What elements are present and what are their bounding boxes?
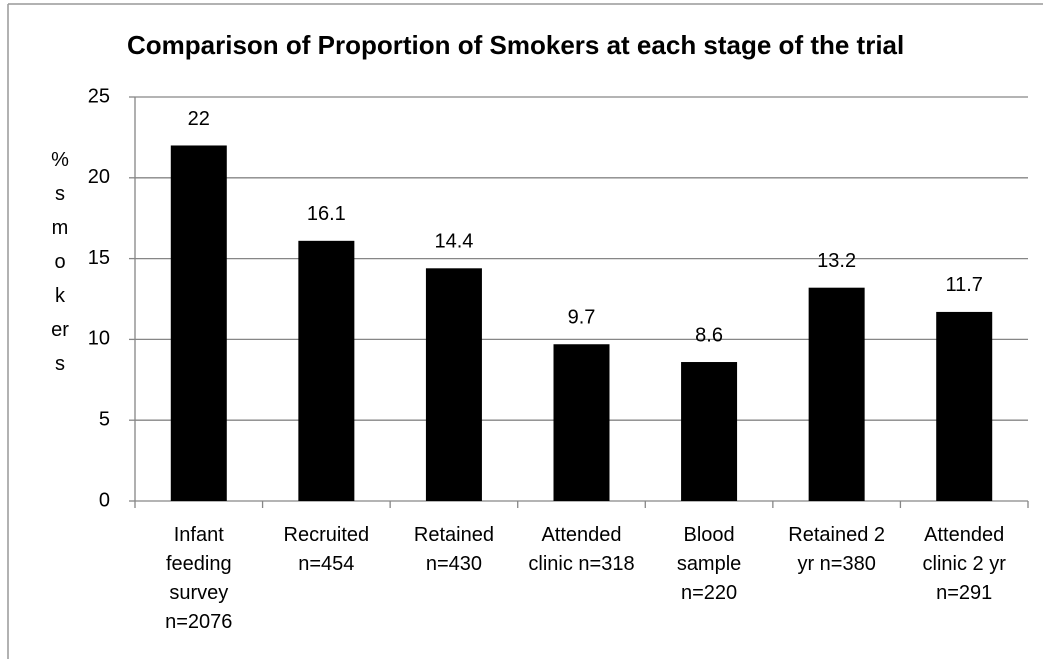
y-axis-label: % smokers: [51, 149, 75, 375]
x-tick-label: Blood sample n=220: [676, 524, 742, 604]
y-tick-label: 5: [99, 408, 110, 430]
x-tick-label: Retained n=430: [413, 524, 494, 575]
bar: [170, 145, 227, 502]
y-tick-label: 10: [88, 328, 110, 350]
y-tick-label: 0: [99, 489, 110, 511]
x-tick-label: Retained 2 yr n=380: [788, 524, 886, 575]
data-label: 14.4: [434, 231, 473, 253]
data-label: 9.7: [568, 307, 596, 329]
chart-title: Comparison of Proportion of Smokers at e…: [127, 30, 905, 60]
data-label: 8.6: [695, 324, 723, 346]
data-label: 13.2: [817, 250, 856, 272]
bar: [681, 362, 738, 501]
y-tick-label: 25: [88, 85, 110, 107]
x-tick-label: Infant feeding survey n=2076: [165, 524, 233, 633]
data-label: 11.7: [945, 274, 982, 296]
y-tick-label: 15: [88, 247, 110, 269]
data-label: 16.1: [307, 203, 346, 225]
bar: [298, 240, 355, 501]
bar: [553, 344, 610, 501]
bar: [936, 311, 993, 501]
x-tick-label: Attended clinic 2 yr n=291: [922, 524, 1006, 604]
x-tick-label: Attended clinic n=318: [528, 524, 635, 575]
y-tick-label: 20: [88, 166, 110, 188]
bar: [425, 268, 482, 501]
bar: [808, 287, 865, 501]
data-label: 22: [188, 108, 210, 130]
x-tick-label: Recruited n=454: [283, 524, 370, 575]
